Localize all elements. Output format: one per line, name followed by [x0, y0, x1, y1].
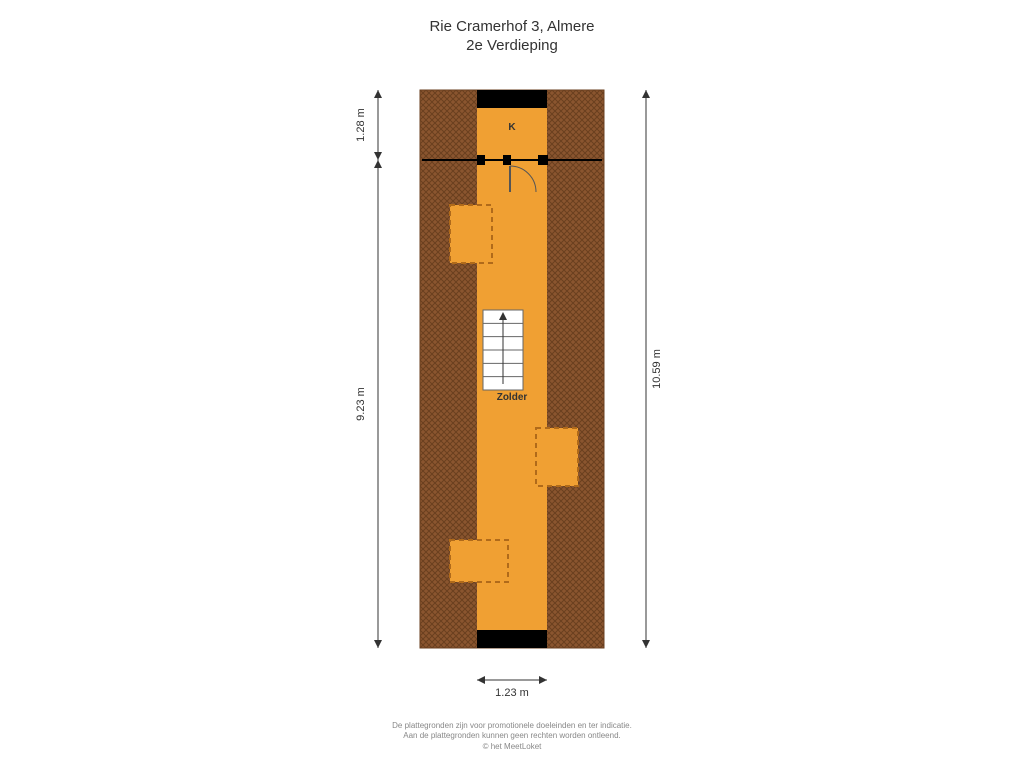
dim-bottom-head-a [477, 676, 485, 684]
footer-disclaimer: De plattegronden zijn voor promotionele … [0, 721, 1024, 752]
dim-left-upper-label: 1.28 m [355, 108, 367, 142]
floor-marker-1 [536, 428, 578, 486]
dim-left-lower-head-b [374, 640, 382, 648]
label-room-k: K [508, 122, 516, 133]
dim-left-lower-label: 9.23 m [355, 387, 367, 421]
footer-line2: Aan de plattegronden kunnen geen rechten… [0, 731, 1024, 741]
dim-left-upper-head-a [374, 90, 382, 98]
dim-left-upper-head-b [374, 152, 382, 160]
footer-line3: © het MeetLoket [0, 742, 1024, 752]
floor-marker-2 [450, 540, 508, 582]
dim-right-head-b [642, 640, 650, 648]
partition-jamb-0 [477, 155, 485, 165]
dim-right-label: 10.59 m [651, 349, 663, 389]
dim-right-head-a [642, 90, 650, 98]
label-room-zolder: Zolder [497, 392, 528, 403]
dim-bottom-head-b [539, 676, 547, 684]
floorplan-svg: K Zolder 10.59 m 1.28 m 9.23 m 1.23 m [0, 0, 1024, 768]
footer-line1: De plattegronden zijn voor promotionele … [0, 721, 1024, 731]
dim-left-lower-head-a [374, 160, 382, 168]
wall-bottom [477, 630, 547, 648]
partition-jamb-1 [503, 155, 511, 165]
floor-marker-0 [450, 205, 492, 263]
partition-jamb-2 [538, 155, 548, 165]
wall-top [477, 90, 547, 108]
dim-bottom-label: 1.23 m [495, 687, 529, 699]
